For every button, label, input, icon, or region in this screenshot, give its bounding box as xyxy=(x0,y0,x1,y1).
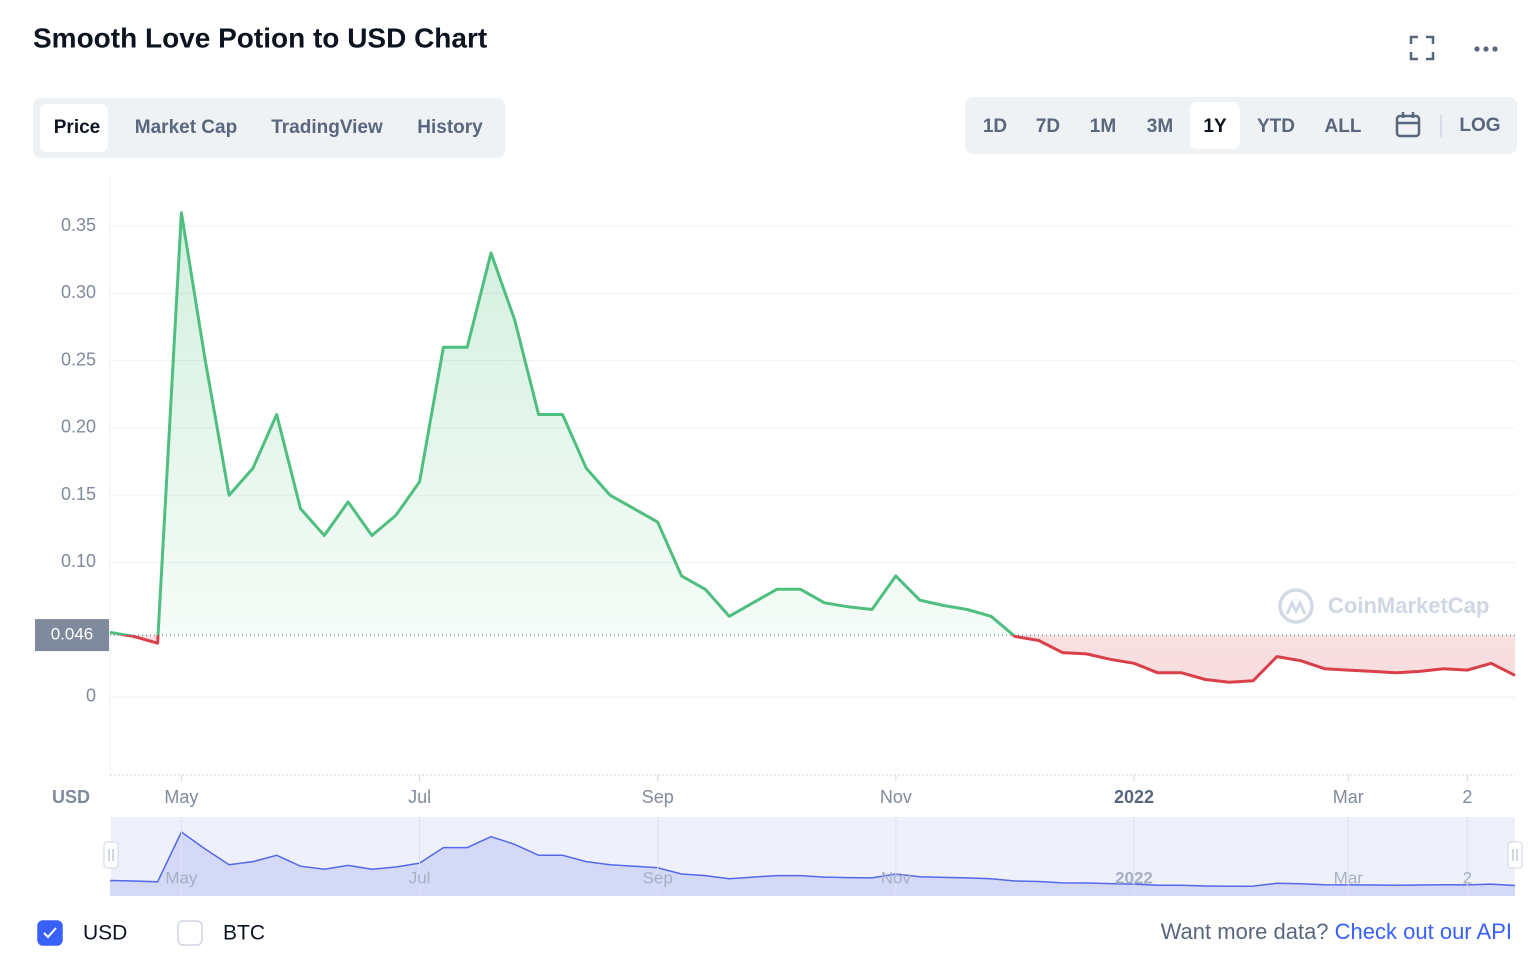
range-button[interactable]: 1D xyxy=(983,116,1007,137)
currency-toggle[interactable]: USD xyxy=(37,920,127,946)
fullscreen-icon[interactable] xyxy=(1409,35,1435,61)
tab-label: TradingView xyxy=(271,117,383,138)
range-label: 7D xyxy=(1036,116,1060,137)
navigator-label: May xyxy=(165,868,198,887)
y-tick-label: 0.10 xyxy=(61,551,96,571)
navigator-label: Jul xyxy=(409,868,431,887)
tab[interactable]: TradingView xyxy=(271,117,383,138)
range-label: 3M xyxy=(1147,116,1173,137)
x-tick-label: Jul xyxy=(408,787,431,807)
navigator-label: Sep xyxy=(643,868,673,887)
y-tick-label: 0 xyxy=(86,686,96,706)
footer-text: Want more data? xyxy=(1161,919,1329,944)
area-down xyxy=(110,635,1515,683)
tab-label: Price xyxy=(54,117,100,138)
y-tick-label: 0.25 xyxy=(61,349,96,369)
range-label: 1M xyxy=(1090,116,1116,137)
x-tick-label: 2022 xyxy=(1114,787,1154,807)
tab-group xyxy=(33,98,505,158)
range-label: 1D xyxy=(983,116,1007,137)
log-button[interactable]: LOG xyxy=(1459,115,1500,136)
x-tick-label: Sep xyxy=(642,787,674,807)
x-tick-label: Nov xyxy=(880,787,912,807)
currency-label: USD xyxy=(83,922,127,945)
price-line-down xyxy=(116,635,1516,684)
calendar-icon[interactable] xyxy=(1395,112,1421,138)
more-icon[interactable] xyxy=(1474,46,1498,52)
chart-title: Smooth Love Potion to USD Chart xyxy=(33,22,487,53)
range-label: YTD xyxy=(1257,116,1295,137)
navigator-handle[interactable] xyxy=(103,841,119,869)
navigator-label: 2 xyxy=(1463,868,1472,887)
footer: Want more data? Check out our API xyxy=(1161,919,1512,944)
navigator-line xyxy=(109,830,1516,888)
range-button[interactable]: 1M xyxy=(1090,116,1116,137)
checkmark xyxy=(43,927,57,939)
range-group xyxy=(965,97,1517,154)
navigator-label: Nov xyxy=(881,868,912,887)
reference-label: 0.046 xyxy=(51,625,94,644)
price-line-up xyxy=(109,211,1017,636)
tab[interactable]: History xyxy=(417,117,483,138)
handle-grip xyxy=(1512,849,1518,861)
handle xyxy=(103,841,119,869)
footer-link[interactable]: Check out our API xyxy=(1335,919,1512,944)
reference-badge xyxy=(35,619,109,652)
tab[interactable]: Price xyxy=(40,104,108,152)
range-button[interactable]: YTD xyxy=(1257,116,1295,137)
y-tick-label: 0.35 xyxy=(61,215,96,235)
range-button[interactable]: 3M xyxy=(1147,116,1173,137)
handle-grip xyxy=(108,849,114,861)
tab[interactable]: Market Cap xyxy=(135,117,237,138)
watermark xyxy=(1278,588,1314,624)
watermark-text: CoinMarketCap xyxy=(1328,593,1489,618)
y-tick-label: 0.30 xyxy=(61,282,96,302)
area-up xyxy=(110,212,1014,636)
y-tick-label: 0.20 xyxy=(61,417,96,437)
tab-label: History xyxy=(417,117,483,138)
range-button[interactable]: ALL xyxy=(1325,116,1362,137)
y-tick-label: 0.15 xyxy=(61,484,96,504)
tab-label: Market Cap xyxy=(135,117,237,138)
range-label: 1Y xyxy=(1203,116,1227,137)
navigator-handle[interactable] xyxy=(1507,841,1523,869)
x-tick-label: May xyxy=(164,787,198,807)
checkbox xyxy=(177,920,203,946)
tab-selected xyxy=(40,104,108,152)
currency-toggle[interactable]: BTC xyxy=(177,920,265,946)
currency-label: BTC xyxy=(223,922,265,945)
range-button[interactable]: 7D xyxy=(1036,116,1060,137)
navigator-label: 2022 xyxy=(1115,868,1153,887)
navigator-label: Mar xyxy=(1334,868,1364,887)
checkbox xyxy=(37,920,63,946)
handle xyxy=(1507,841,1523,869)
x-tick-label: Mar xyxy=(1333,787,1364,807)
y-axis-label: USD xyxy=(52,787,90,807)
range-selected xyxy=(1190,102,1240,149)
x-tick-label: 2 xyxy=(1462,787,1472,807)
range-label: ALL xyxy=(1325,116,1362,137)
range-button[interactable]: 1Y xyxy=(1190,102,1240,149)
